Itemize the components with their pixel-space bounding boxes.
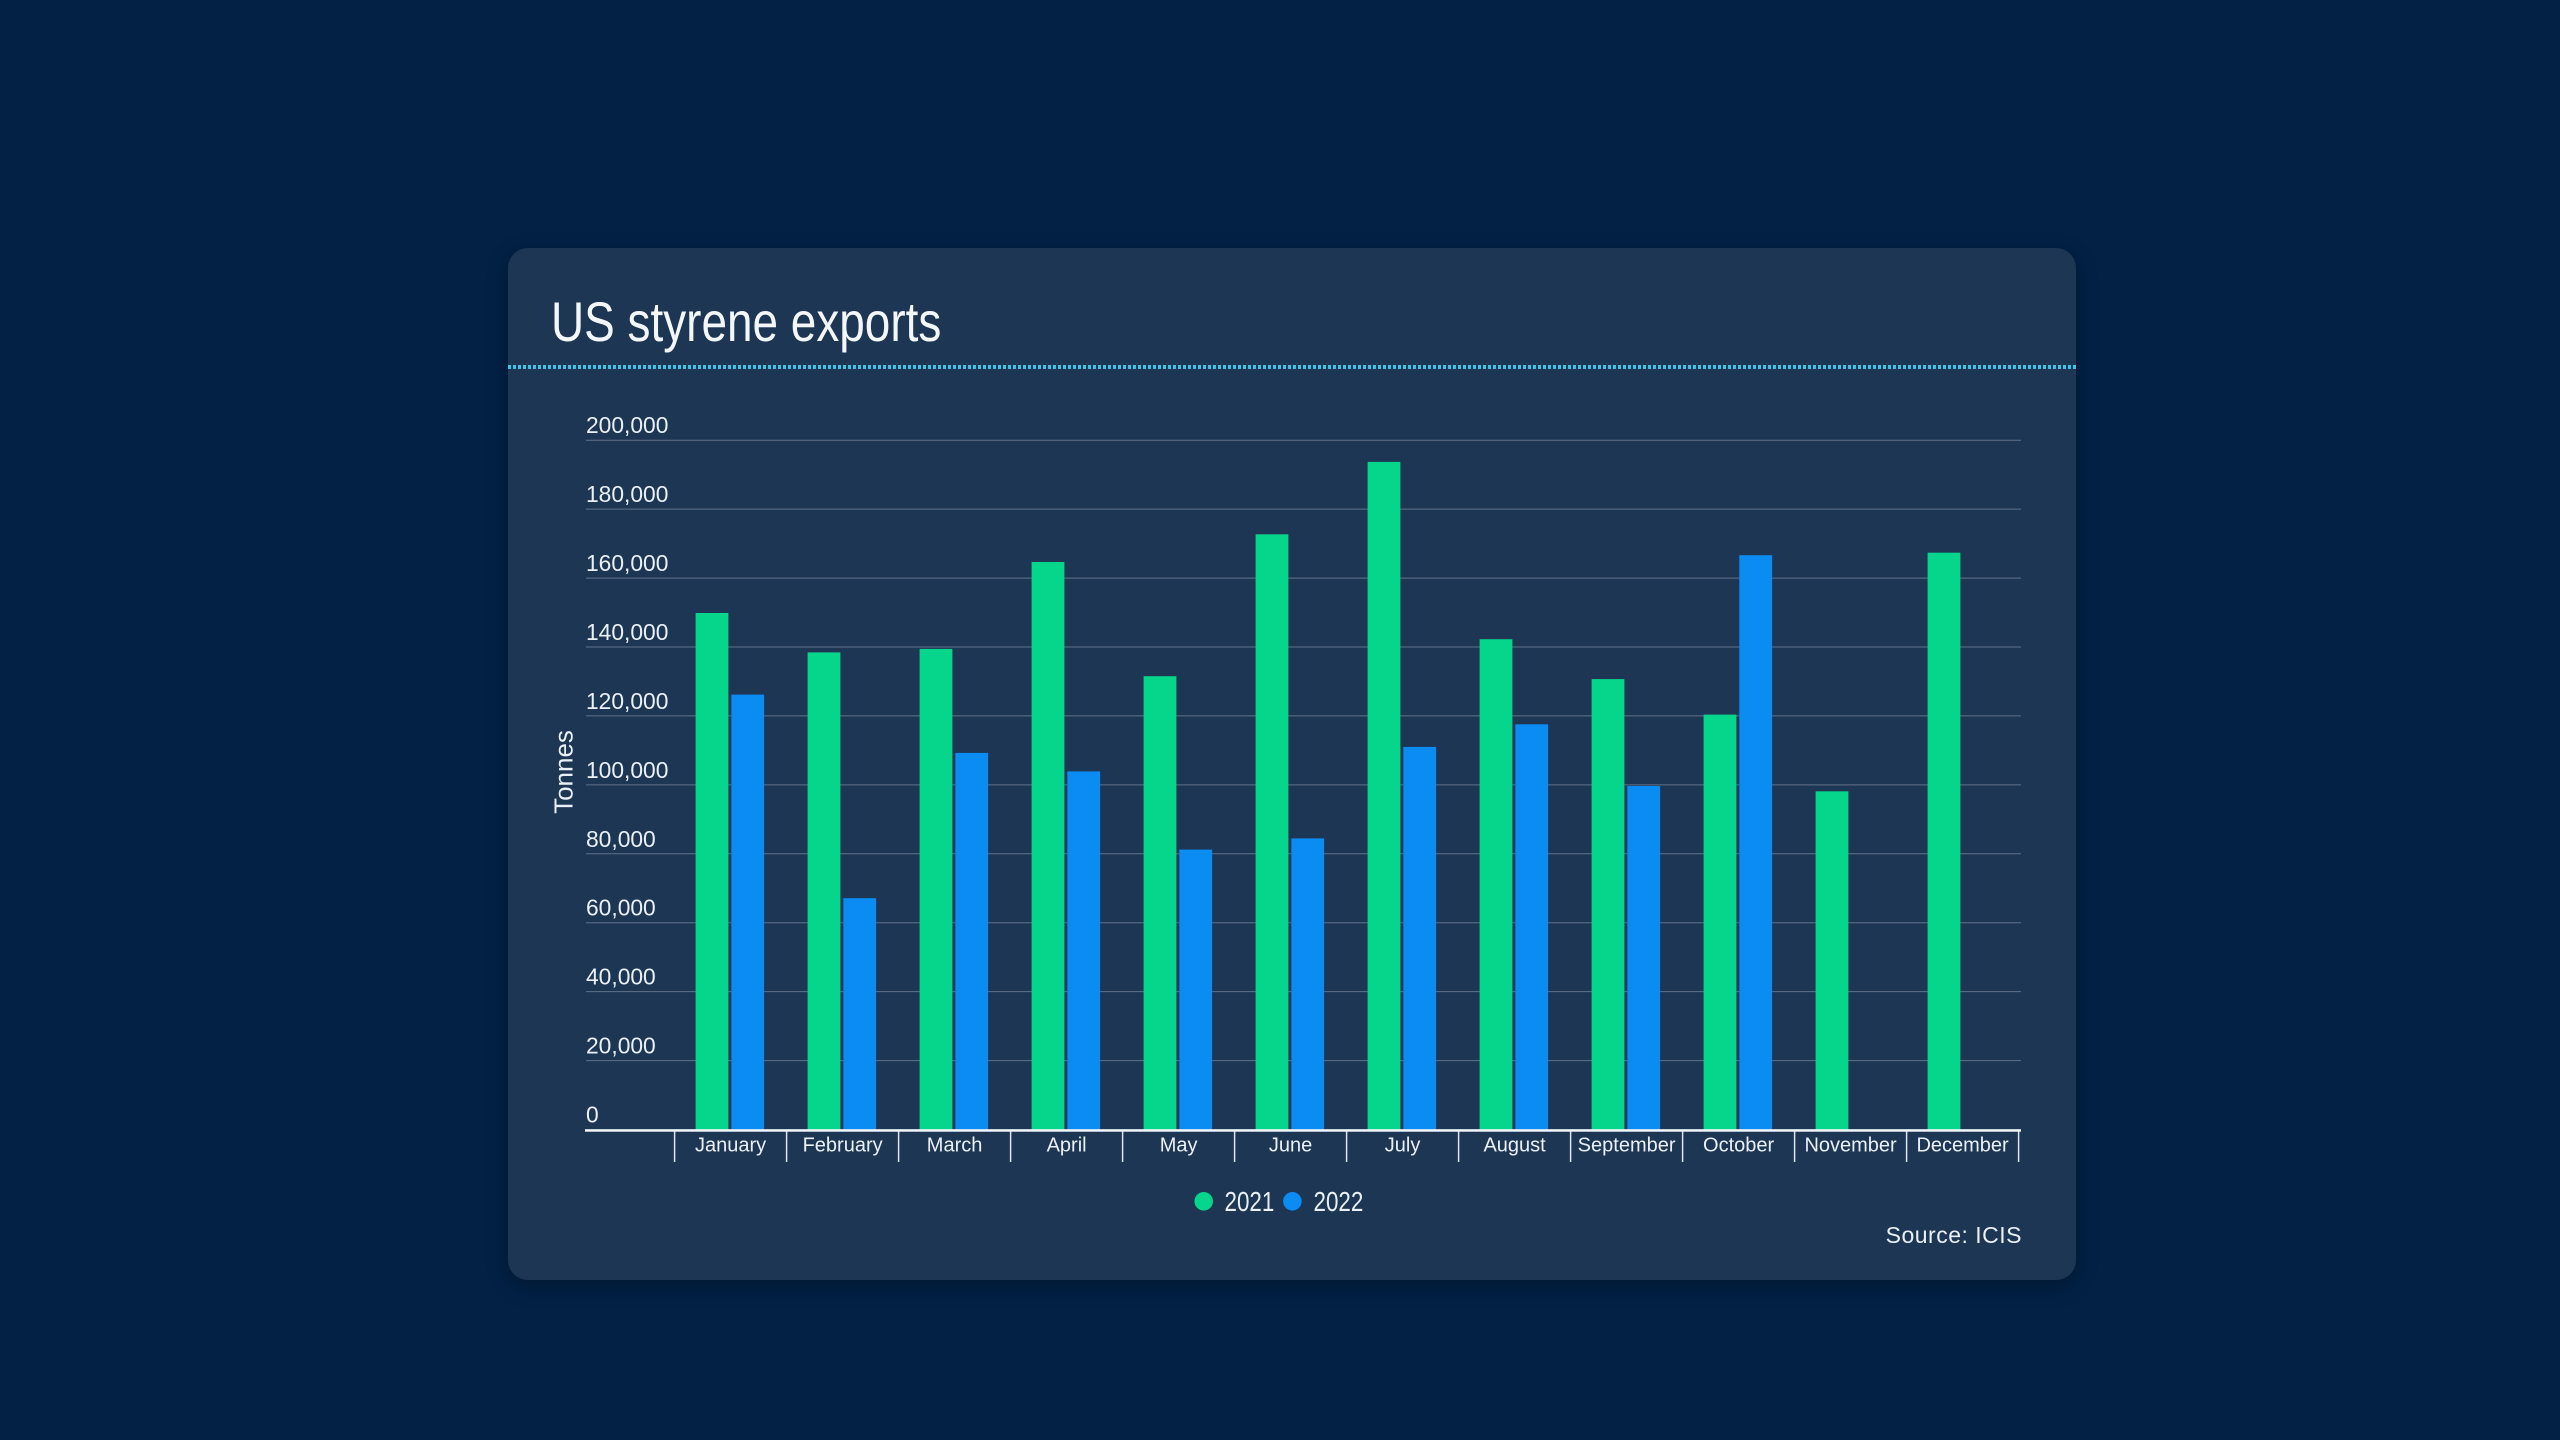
svg-text:US styrene exports: US styrene exports (551, 291, 941, 353)
svg-text:Tonnes: Tonnes (549, 730, 579, 814)
svg-text:March: March (927, 1135, 983, 1157)
svg-text:60,000: 60,000 (586, 895, 656, 921)
svg-text:2022: 2022 (1314, 1187, 1364, 1218)
svg-text:October: October (1703, 1135, 1774, 1157)
svg-text:120,000: 120,000 (586, 688, 668, 714)
svg-text:September: September (1578, 1135, 1676, 1157)
svg-text:July: July (1385, 1135, 1421, 1157)
svg-text:200,000: 200,000 (586, 412, 668, 438)
svg-text:2021: 2021 (1225, 1187, 1275, 1218)
svg-text:Source: ICIS: Source: ICIS (1886, 1222, 2022, 1248)
svg-text:August: August (1483, 1135, 1546, 1157)
svg-text:June: June (1269, 1135, 1312, 1157)
svg-text:November: November (1804, 1135, 1897, 1157)
svg-text:February: February (803, 1135, 883, 1157)
svg-text:April: April (1047, 1135, 1087, 1157)
svg-text:40,000: 40,000 (586, 964, 656, 990)
svg-text:January: January (695, 1135, 766, 1157)
svg-text:100,000: 100,000 (586, 757, 668, 783)
svg-text:0: 0 (586, 1102, 599, 1128)
svg-text:160,000: 160,000 (586, 550, 668, 576)
svg-text:180,000: 180,000 (586, 481, 668, 507)
svg-text:140,000: 140,000 (586, 619, 668, 645)
svg-text:December: December (1916, 1135, 2009, 1157)
svg-text:20,000: 20,000 (586, 1033, 656, 1059)
svg-text:80,000: 80,000 (586, 826, 656, 852)
svg-text:May: May (1160, 1135, 1198, 1157)
